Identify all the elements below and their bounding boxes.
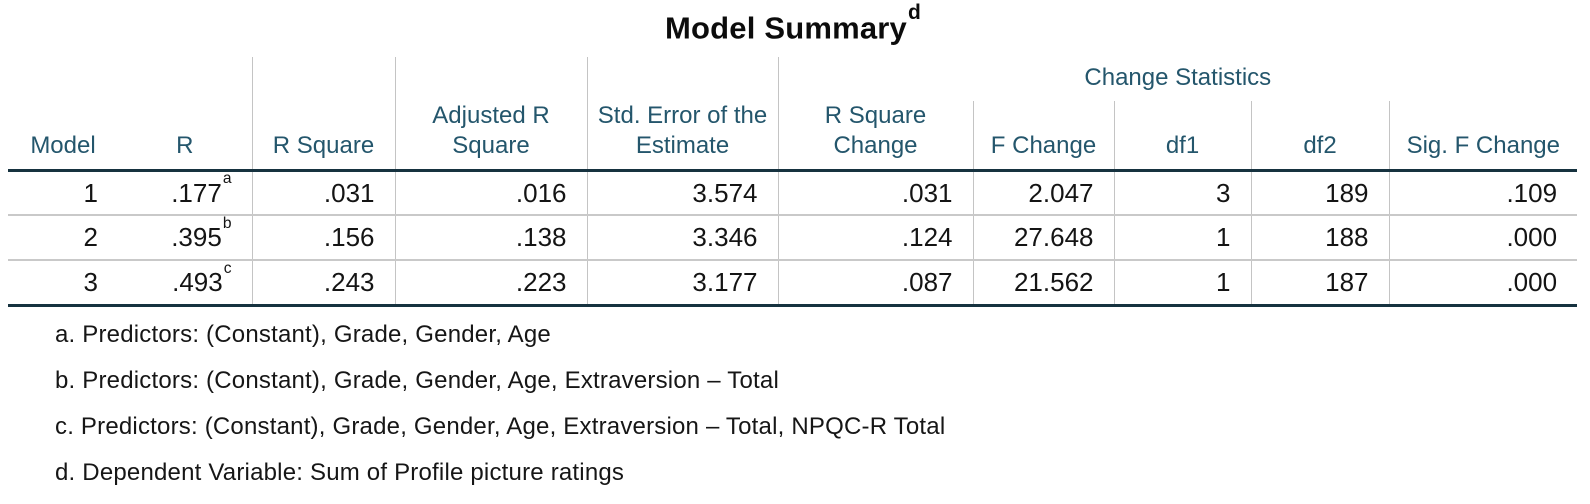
cell-df1: 1 (1113, 259, 1251, 307)
table-title: Model Summaryd (0, 0, 1585, 46)
cell-r-square: .156 (251, 214, 395, 261)
table-row-model-3: 3 .493c .243 .223 3.177 .087 21.562 1 18… (8, 259, 1578, 307)
cell-r: .493c (118, 259, 252, 307)
col-header-adjusted-r-square: Adjusted R Square (394, 57, 587, 171)
col-header-std-error: Std. Error of the Estimate (586, 57, 778, 171)
cell-r-value: .395 (171, 222, 222, 253)
footnote-a: a. Predictors: (Constant), Grade, Gender… (55, 320, 551, 348)
row-label: 2 (8, 214, 118, 261)
cell-adjusted-r-square: .016 (394, 168, 587, 216)
col-header-r-square: R Square (251, 57, 395, 171)
footnote-b: b. Predictors: (Constant), Grade, Gender… (55, 366, 779, 394)
cell-df2: 189 (1250, 168, 1389, 216)
cell-sig-f-change: .000 (1388, 214, 1578, 261)
cell-df2: 188 (1250, 214, 1389, 261)
cell-f-change: 2.047 (972, 168, 1114, 216)
footnote-marker: a (222, 170, 232, 188)
row-label: 1 (8, 168, 118, 216)
cell-f-change: 21.562 (972, 259, 1114, 307)
row-label: 3 (8, 259, 118, 307)
table-title-footnote-marker: d (908, 1, 922, 24)
col-header-sig-f-change: Sig. F Change (1388, 101, 1578, 171)
cell-df2: 187 (1250, 259, 1389, 307)
footnote-marker: b (222, 215, 232, 233)
col-header-df2: df2 (1250, 101, 1389, 171)
cell-r-square-change: .031 (777, 168, 973, 216)
col-header-r-square-change: R Square Change (777, 101, 973, 171)
col-header-df1: df1 (1113, 101, 1251, 171)
span-header-change-statistics: Change Statistics (777, 57, 1578, 102)
table-title-text: Model Summary (664, 10, 908, 46)
col-header-f-change: F Change (972, 101, 1114, 171)
cell-r-value: .177 (171, 177, 222, 208)
cell-adjusted-r-square: .138 (394, 214, 587, 261)
cell-std-error: 3.177 (586, 259, 778, 307)
cell-adjusted-r-square: .223 (394, 259, 587, 307)
cell-f-change: 27.648 (972, 214, 1114, 261)
cell-r-square: .243 (251, 259, 395, 307)
cell-r-square-change: .124 (777, 214, 973, 261)
table-row-model-1: 1 .177a .031 .016 3.574 .031 2.047 3 189… (8, 168, 1578, 216)
cell-std-error: 3.346 (586, 214, 778, 261)
table-row-model-2: 2 .395b .156 .138 3.346 .124 27.648 1 18… (8, 214, 1578, 261)
footnote-d: d. Dependent Variable: Sum of Profile pi… (55, 458, 625, 486)
col-header-model: Model (8, 57, 118, 171)
footnote-marker: c (223, 260, 232, 277)
footnote-c: c. Predictors: (Constant), Grade, Gender… (55, 412, 946, 440)
cell-sig-f-change: .109 (1388, 168, 1578, 216)
cell-r-square: .031 (251, 168, 395, 216)
col-header-r: R (118, 57, 252, 171)
cell-r: .177a (118, 168, 252, 216)
cell-df1: 3 (1113, 168, 1251, 216)
cell-df1: 1 (1113, 214, 1251, 261)
cell-r-value: .493 (172, 267, 223, 298)
footnotes: a. Predictors: (Constant), Grade, Gender… (55, 321, 1590, 487)
cell-sig-f-change: .000 (1388, 259, 1578, 307)
cell-r-square-change: .087 (777, 259, 973, 307)
cell-std-error: 3.574 (586, 168, 778, 216)
model-summary-table: Model R R Square Adjusted R Square Std. … (8, 57, 1578, 307)
cell-r: .395b (118, 214, 252, 261)
